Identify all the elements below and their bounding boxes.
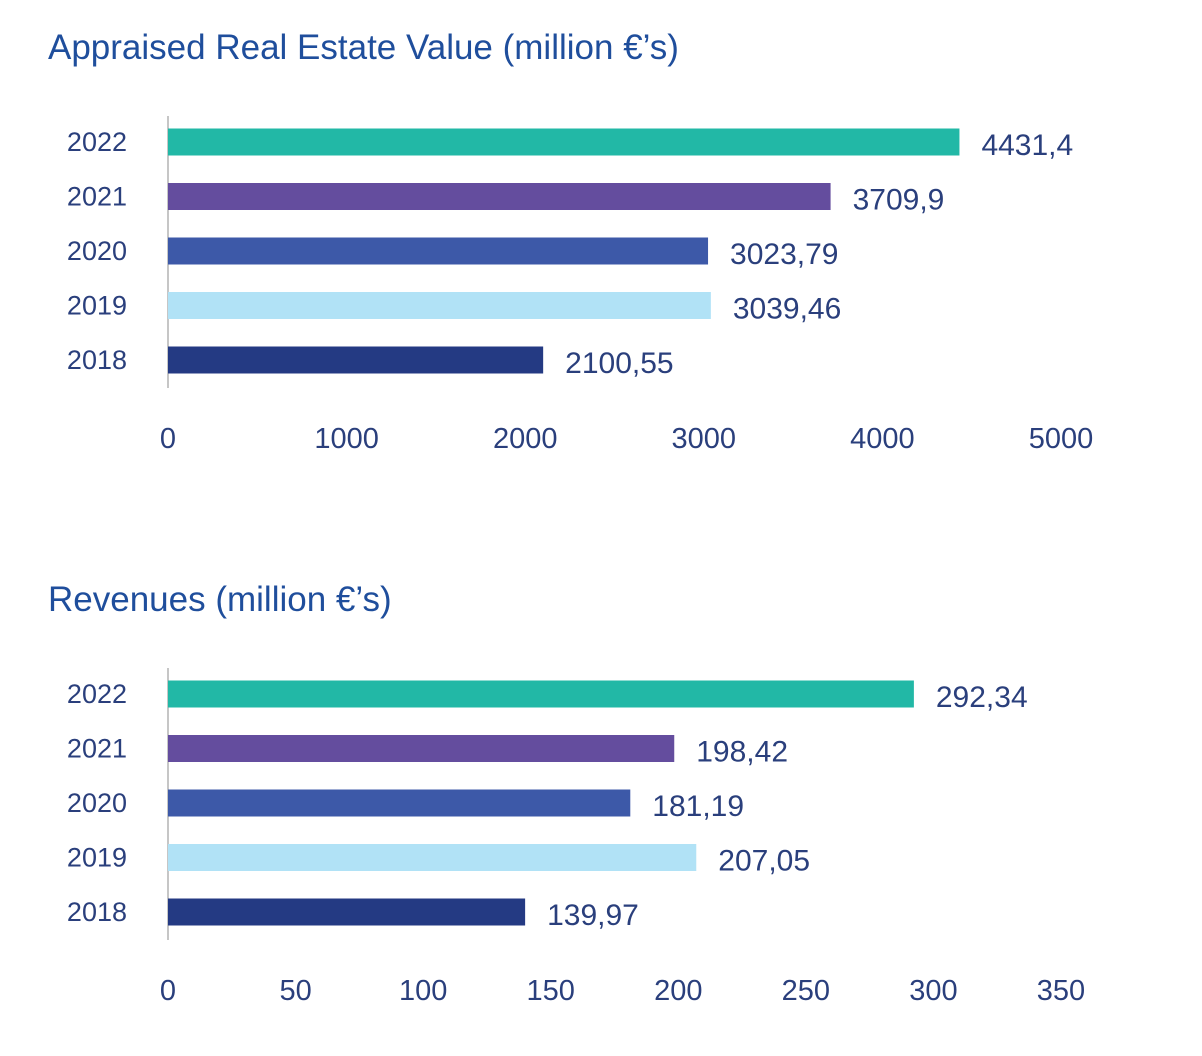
data-label: 3023,79 — [730, 238, 838, 271]
x-tick-label: 0 — [160, 423, 176, 455]
data-label: 207,05 — [718, 845, 810, 878]
category-label: 2018 — [67, 897, 127, 927]
x-tick-label: 50 — [279, 975, 311, 1007]
category-label: 2019 — [67, 843, 127, 873]
category-label: 2020 — [67, 236, 127, 266]
bar-2020 — [168, 789, 631, 817]
category-label: 2019 — [67, 291, 127, 321]
data-label: 2100,55 — [565, 347, 673, 380]
category-label: 2020 — [67, 788, 127, 818]
data-label: 139,97 — [547, 899, 639, 932]
category-label: 2018 — [67, 345, 127, 375]
x-tick-label: 300 — [909, 975, 957, 1007]
x-tick-label: 5000 — [1029, 423, 1094, 455]
data-label: 3039,46 — [733, 293, 841, 326]
category-label: 2021 — [67, 734, 127, 764]
bar-2019 — [168, 292, 711, 319]
data-label: 292,34 — [936, 681, 1028, 714]
bar-2021 — [168, 735, 675, 762]
x-tick-label: 1000 — [314, 423, 379, 455]
bar-2022 — [168, 680, 914, 708]
x-tick-label: 0 — [160, 975, 176, 1007]
bar-2021 — [168, 183, 831, 210]
bar-2018 — [168, 898, 526, 926]
x-tick-label: 100 — [399, 975, 447, 1007]
x-tick-label: 350 — [1037, 975, 1085, 1007]
revenues-bar-chart: 2022 292,34 2021 198,42 2020 181,19 2019 207,05… — [67, 668, 1085, 1007]
bar-2020 — [168, 237, 709, 265]
x-tick-label: 2000 — [493, 423, 558, 455]
bar-2018 — [168, 346, 544, 374]
x-tick-label: 3000 — [672, 423, 737, 455]
data-label: 3709,9 — [853, 184, 945, 217]
data-label: 181,19 — [652, 790, 744, 823]
category-label: 2022 — [67, 679, 127, 709]
data-label: 4431,4 — [981, 129, 1073, 162]
chart-title-real-estate: Appraised Real Estate Value (million €’s… — [48, 28, 679, 67]
x-tick-label: 4000 — [850, 423, 915, 455]
data-label: 198,42 — [696, 736, 788, 769]
bar-2022 — [168, 128, 960, 156]
category-label: 2022 — [67, 127, 127, 157]
real-estate-bar-chart: 2022 4431,4 2021 3709,9 2020 3023,79 2019 3039,… — [67, 116, 1094, 455]
x-tick-label: 250 — [782, 975, 830, 1007]
x-tick-label: 150 — [527, 975, 575, 1007]
category-label: 2021 — [67, 182, 127, 212]
chart-title-revenues: Revenues (million €’s) — [48, 580, 392, 619]
bar-2019 — [168, 844, 697, 871]
x-tick-label: 200 — [654, 975, 702, 1007]
